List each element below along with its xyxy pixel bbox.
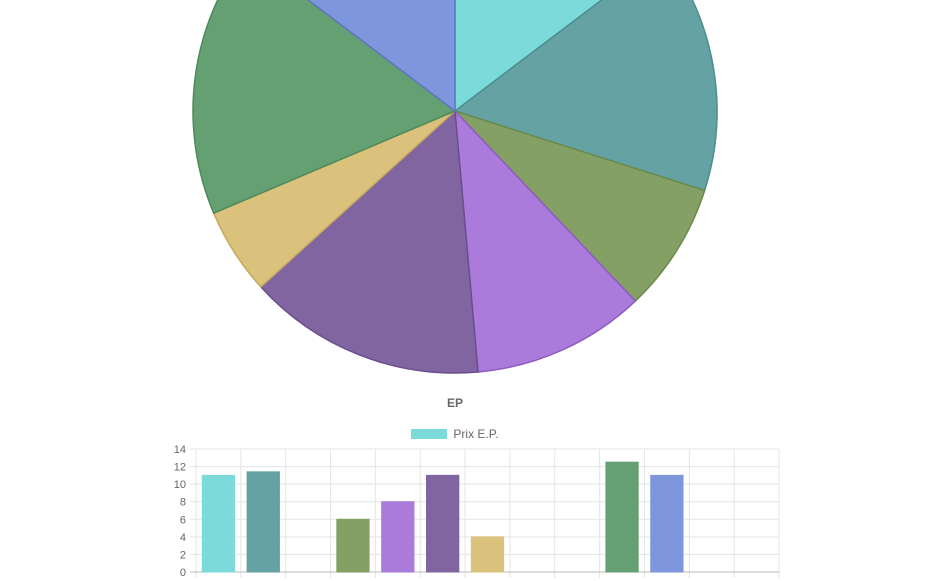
y-tick-label: 6 bbox=[180, 514, 186, 526]
bar[interactable] bbox=[470, 536, 505, 573]
bar[interactable] bbox=[246, 471, 280, 573]
y-tick-label: 0 bbox=[180, 567, 186, 579]
y-tick-label: 4 bbox=[180, 532, 186, 544]
legend-swatch bbox=[411, 429, 448, 439]
bar[interactable] bbox=[650, 474, 684, 573]
y-tick-label: 14 bbox=[174, 444, 186, 456]
y-tick-label: 8 bbox=[180, 497, 186, 509]
bar[interactable] bbox=[336, 518, 370, 573]
bar[interactable] bbox=[381, 501, 415, 573]
y-tick-label: 12 bbox=[174, 462, 186, 474]
chart-title: EP bbox=[446, 396, 463, 410]
bar-chart: 0 2 4 6 8 10 12 14 bbox=[174, 444, 780, 579]
bar[interactable] bbox=[201, 474, 236, 573]
bar[interactable] bbox=[426, 474, 460, 573]
y-tick-label: 2 bbox=[180, 549, 186, 561]
pie-slice[interactable] bbox=[454, 110, 706, 303]
legend[interactable]: Prix E.P. bbox=[0, 427, 910, 441]
pie-slice[interactable] bbox=[246, 0, 456, 113]
y-tick-label: 10 bbox=[174, 479, 186, 491]
pie-slice[interactable] bbox=[259, 109, 479, 374]
pie-slice[interactable] bbox=[192, 0, 457, 215]
pie-slice[interactable] bbox=[454, 108, 637, 373]
pie-chart bbox=[192, 0, 718, 374]
pie-slice[interactable] bbox=[454, 0, 664, 113]
legend-label: Prix E.P. bbox=[453, 427, 499, 441]
pie-slice[interactable] bbox=[453, 0, 718, 192]
bar[interactable] bbox=[605, 461, 639, 573]
